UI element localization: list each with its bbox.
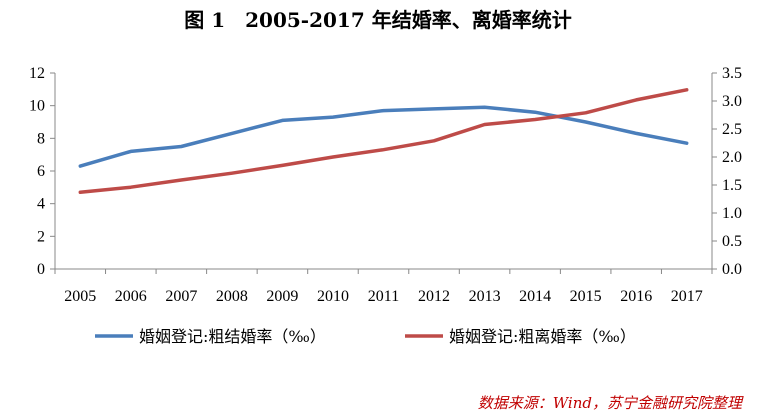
y-left-tick-label: 12 [29,65,45,82]
chart-title: 图 1 2005-2017 年结婚率、离婚率统计 [184,8,571,32]
y-right-tick-label: 1.0 [722,205,742,222]
y-left-tick-label: 0 [37,261,45,278]
legend: 婚姻登记:粗结婚率（‰） 婚姻登记:粗离婚率（‰） [95,327,636,346]
y-right-tick-label: 2.5 [722,121,742,138]
y-left-tick-label: 2 [37,228,45,245]
divorce-rate-line [78,88,689,195]
source-note: 数据来源：Wind，苏宁金融研究院整理 [478,394,744,412]
x-tick-label: 2009 [266,288,298,305]
legend-label-divorce: 婚姻登记:粗离婚率（‰） [449,327,636,346]
x-tick-label: 2012 [418,288,450,305]
x-tick-label: 2011 [368,288,399,305]
y-left-tick-label: 6 [37,163,45,180]
x-tick-label: 2017 [671,288,703,305]
series-lines [78,88,689,195]
x-tick-label: 2008 [216,288,248,305]
y-left-tick-label: 10 [29,98,45,115]
y-left-tick-label: 4 [37,196,45,213]
x-tick-label: 2015 [570,288,602,305]
legend-label-marriage: 婚姻登记:粗结婚率（‰） [139,327,326,346]
y-right-tick-label: 2.0 [722,149,742,166]
y-right-tick-label: 1.5 [722,177,742,194]
x-tick-label: 2005 [64,288,96,305]
x-tick-label: 2010 [317,288,349,305]
x-tick-label: 2013 [469,288,501,305]
y-left-tick-label: 8 [37,130,45,147]
x-tick-label: 2007 [165,288,197,305]
y-right-tick-label: 0.5 [722,233,742,250]
y-right-tick-label: 3.0 [722,93,742,110]
x-tick-label: 2006 [115,288,147,305]
y-right-tick-label: 0.0 [722,261,742,278]
x-tick-label: 2016 [620,288,652,305]
y-right-tick-label: 3.5 [722,65,742,82]
marriage-rate-line [78,105,689,168]
axes: 0 2 4 6 8 10 12 0.0 0.5 1.0 1.5 2.0 2.5 3.0 3.5 2005 200… [29,65,742,305]
x-tick-label: 2014 [519,288,551,305]
